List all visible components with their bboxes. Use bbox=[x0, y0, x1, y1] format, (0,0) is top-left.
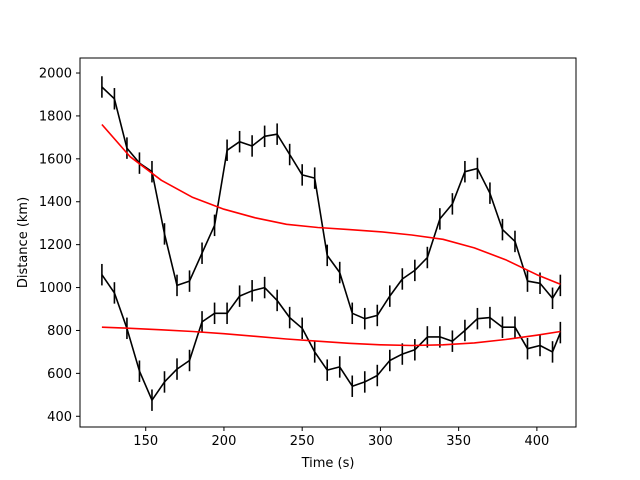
x-tick-label: 250 bbox=[290, 434, 315, 449]
y-axis-label: Distance (km) bbox=[16, 197, 31, 288]
series-line bbox=[101, 123, 561, 286]
y-tick-label: 600 bbox=[47, 367, 72, 382]
y-tick-label: 1600 bbox=[39, 152, 72, 167]
y-tick-label: 1200 bbox=[39, 238, 72, 253]
x-tick-label: 400 bbox=[524, 434, 549, 449]
series-3 bbox=[101, 123, 561, 286]
series-line bbox=[101, 86, 562, 320]
plot-area bbox=[101, 76, 562, 411]
y-tick-label: 1400 bbox=[39, 195, 72, 210]
series-1 bbox=[101, 76, 562, 330]
y-tick-label: 1000 bbox=[39, 281, 72, 296]
x-tick-label: 200 bbox=[212, 434, 237, 449]
plot-frame bbox=[79, 57, 577, 428]
y-tick-label: 2000 bbox=[39, 67, 72, 82]
y-tick-label: 800 bbox=[47, 324, 72, 339]
x-axis-label: Time (s) bbox=[301, 456, 355, 471]
y-tick-label: 400 bbox=[47, 410, 72, 425]
y-tick-label: 1800 bbox=[39, 109, 72, 124]
x-tick-label: 350 bbox=[446, 434, 471, 449]
axis-ticks: 150 200 250 300 350 400 400 600 800 1000 1200 1400 1… bbox=[39, 67, 549, 449]
series-4 bbox=[101, 326, 561, 347]
series-2 bbox=[101, 263, 562, 411]
series-line bbox=[101, 274, 562, 402]
series-line bbox=[101, 326, 561, 347]
x-tick-label: 150 bbox=[133, 434, 158, 449]
x-tick-label: 300 bbox=[368, 434, 393, 449]
